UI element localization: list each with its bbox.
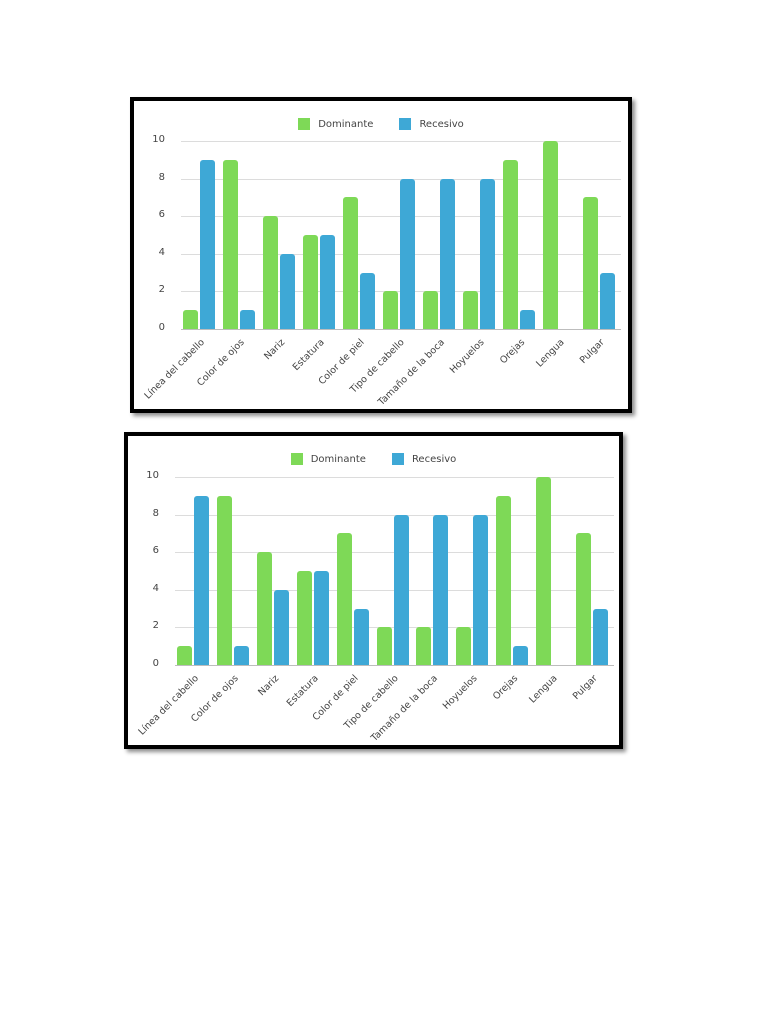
bar-dominante [576,533,592,665]
bar-dominante [303,235,318,329]
bar-recesivo [353,608,369,665]
bar-recesivo [393,514,409,665]
bar-dominante [416,627,432,665]
bar-recesivo [240,310,255,329]
y-tick-label: 4 [158,246,165,258]
bar-recesivo [313,571,329,665]
bar-recesivo [473,514,489,665]
bar-recesivo [233,646,249,665]
legend-item-recesivo: Recesivo [399,118,464,130]
bar-dominante [263,216,278,329]
bar-recesivo [520,310,535,329]
x-tick-label: Línea del cabello [136,673,201,738]
bar-dominante [376,627,392,665]
bar-dominante [496,495,512,665]
bar-dominante [423,291,438,329]
legend-item-dominante: Dominante [298,118,373,130]
bar-dominante [223,159,238,329]
bar-dominante [256,552,272,665]
bar-recesivo [600,272,615,329]
x-tick-label: Estatura [290,337,327,374]
legend-swatch-dominante [290,453,303,465]
x-axis-line [181,329,621,330]
bar-dominante [463,291,478,329]
legend-item-recesivo: Recesivo [391,453,457,465]
x-axis-line [175,665,614,666]
y-tick-label: 8 [158,171,165,183]
y-tick-label: 0 [158,322,165,333]
x-tick-label: Pulgar [577,337,607,366]
chart-panel-2: Dominante Recesivo 0 2 4 6 8 10 Línea del cabe… [124,432,623,749]
bar-dominante [456,627,472,665]
bar-recesivo [593,608,609,665]
bar-dominante [177,646,192,665]
bar-recesivo [320,235,335,329]
legend-item-dominante: Dominante [290,453,366,465]
chart-legend: Dominante Recesivo [134,118,628,130]
bar-dominante [183,310,198,329]
x-tick-label: Hoyuelos [447,337,487,376]
bar-recesivo [200,159,215,329]
bar-dominante [296,571,312,665]
y-tick-label: 10 [152,134,165,145]
plot-area: 0 2 4 6 8 10 Línea del cabello Color de ojos Nar… [142,134,621,408]
bar-dominante [503,159,518,329]
x-tick-label: Línea del cabello [142,337,207,402]
legend-label-recesivo: Recesivo [419,118,464,130]
bar-dominante [583,197,598,329]
y-tick-label: 4 [152,582,159,594]
x-tick-label: Nariz [255,673,282,699]
legend-label-dominante: Dominante [310,453,366,465]
y-tick-label: 6 [152,545,159,557]
legend-label-recesivo: Recesivo [411,453,457,465]
bar-dominante [343,197,358,329]
x-tick-label: Estatura [284,673,321,710]
x-tick-label: Pulgar [570,673,600,702]
x-tick-label: Nariz [262,337,288,363]
bar-dominante [336,533,352,665]
gridline [181,141,621,142]
x-tick-label: Orejas [497,337,528,367]
y-tick-label: 2 [152,620,159,632]
y-tick-label: 10 [146,470,159,481]
bar-recesivo [440,178,455,329]
bar-dominante [536,477,552,665]
legend-label-dominante: Dominante [318,118,374,130]
bar-recesivo [513,646,529,665]
bar-recesivo [360,272,375,329]
bar-recesivo [400,178,415,329]
gridline [175,477,614,478]
bar-recesivo [480,178,495,329]
bar-recesivo [273,589,289,665]
legend-swatch-recesivo [391,453,404,465]
bar-recesivo [433,514,449,665]
bar-dominante [543,141,558,329]
bar-dominante [216,495,232,665]
chart-legend: Dominante Recesivo [128,453,619,465]
bar-dominante [383,291,398,329]
x-tick-label: Hoyuelos [441,673,480,712]
y-tick-label: 0 [152,658,159,669]
x-tick-label: Lengua [527,673,560,706]
chart-panel-1: Dominante Recesivo 0 2 4 6 8 10 Línea del cabe… [130,97,632,413]
y-tick-label: 6 [158,209,165,221]
bar-recesivo [280,253,295,329]
legend-swatch-dominante [298,118,311,130]
plot-area: 0 2 4 6 8 10 Línea del cabello Color de ojos Nar… [136,470,614,744]
x-tick-label: Orejas [491,673,521,703]
legend-swatch-recesivo [399,118,412,130]
bar-recesivo [194,495,209,665]
y-tick-label: 2 [158,284,165,296]
x-tick-label: Lengua [534,337,567,370]
y-tick-label: 8 [152,507,159,519]
x-tick-label: Tamaño de la boca [369,673,441,744]
